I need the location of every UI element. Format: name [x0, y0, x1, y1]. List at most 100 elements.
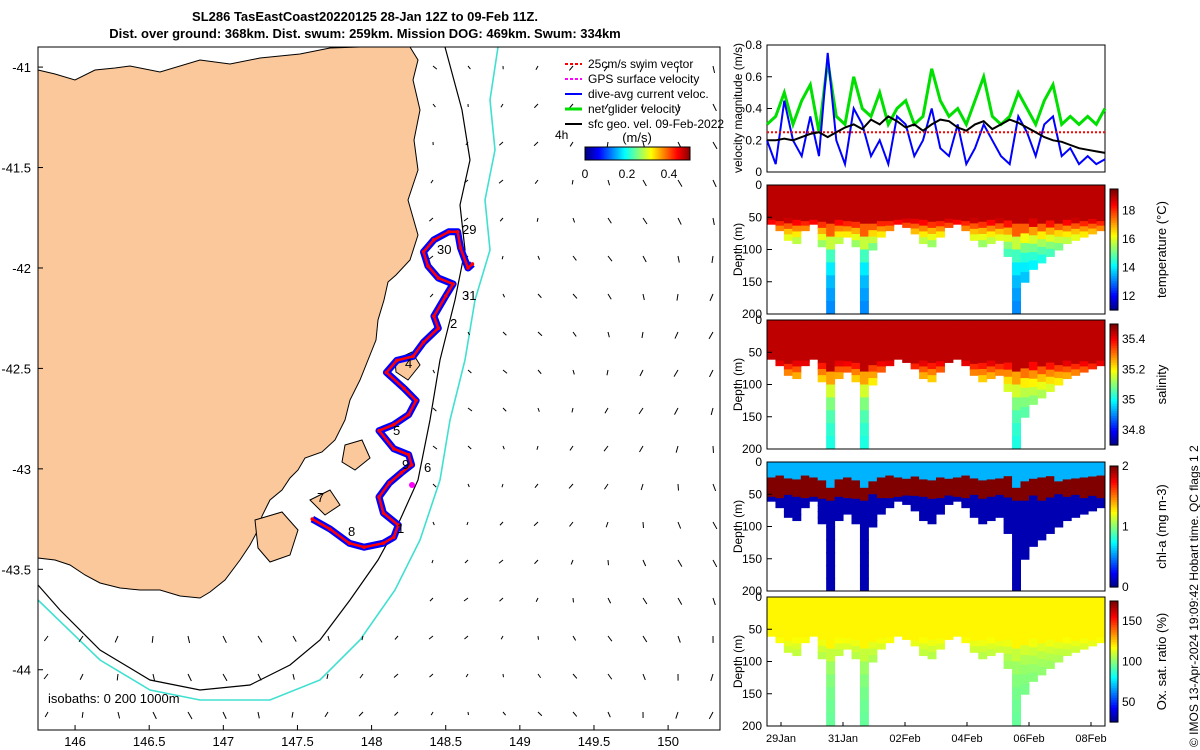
section-cell — [1096, 471, 1106, 477]
section-cell — [936, 643, 945, 650]
section-colorbar-cell — [1110, 254, 1118, 258]
velocity-arrow — [292, 673, 295, 680]
section-cell — [919, 372, 929, 380]
section-cell — [910, 353, 920, 360]
section-cell — [1037, 320, 1047, 329]
section-cell — [859, 371, 869, 386]
section-cell — [792, 225, 802, 233]
section-cell — [792, 649, 802, 657]
section-cell — [1037, 531, 1047, 541]
section-cell — [1079, 617, 1089, 624]
section-colorbar-cell — [1110, 343, 1118, 347]
section-cell — [868, 616, 878, 624]
section-colorbar-cell — [1110, 261, 1118, 265]
section-cell — [936, 366, 945, 373]
section-cell — [902, 495, 912, 501]
section-cell — [944, 499, 954, 505]
section-cell — [927, 375, 937, 383]
section-cell — [800, 475, 810, 482]
section-cell — [1037, 208, 1047, 217]
section-cell — [868, 352, 878, 360]
section-cell — [893, 465, 903, 471]
section-cell — [775, 606, 785, 612]
section-cell — [809, 473, 819, 479]
section-cell — [1088, 320, 1098, 326]
velocity-arrow — [500, 103, 504, 108]
section-cell — [961, 475, 971, 482]
section-cell — [792, 626, 802, 633]
section-cell — [1037, 485, 1047, 494]
section-cell — [927, 517, 937, 525]
colorbar-cell — [626, 147, 628, 160]
colorbar-cell — [633, 147, 635, 160]
section-cell — [936, 482, 945, 489]
map-y-tick-label: -42.5 — [1, 361, 31, 376]
section-cell — [919, 196, 929, 204]
section-cell — [1079, 492, 1089, 500]
section-cell — [775, 203, 785, 209]
velocity-arrow — [116, 673, 119, 681]
section-cell — [826, 358, 836, 373]
section-cell — [910, 209, 920, 216]
section-cell — [986, 372, 996, 380]
section-cell — [1054, 243, 1064, 251]
section-cell — [783, 478, 793, 485]
section-colorbar-tick-label: 18 — [1122, 203, 1136, 217]
section-cell — [767, 492, 776, 498]
section-cell — [1028, 537, 1038, 547]
section-cell — [919, 602, 929, 610]
velocity-arrow — [464, 559, 469, 564]
colorbar-cell — [665, 147, 667, 160]
velocity-arrow — [43, 635, 49, 642]
section-cell — [902, 214, 912, 220]
section-cell — [1096, 207, 1106, 214]
section-cell — [952, 469, 962, 475]
section-cell — [978, 627, 988, 635]
section-cell — [1037, 343, 1047, 352]
section-cell — [969, 341, 979, 349]
section-cell — [1012, 565, 1021, 580]
section-cell — [944, 210, 954, 216]
section-cell — [876, 612, 886, 619]
section-cell — [1096, 601, 1106, 608]
section-cell — [995, 494, 1005, 502]
velocity-arrow — [676, 293, 679, 301]
section-cell — [995, 483, 1005, 491]
section-cell — [961, 360, 971, 367]
section-cell — [1045, 469, 1055, 478]
section-cell — [995, 602, 1005, 609]
section-cell — [986, 225, 996, 233]
section-cell — [1088, 344, 1098, 351]
section-cell — [1045, 334, 1055, 343]
section-cell — [927, 197, 937, 205]
section-cell — [978, 369, 988, 377]
section-cell — [885, 619, 895, 626]
section-colorbar-cell — [1110, 415, 1118, 419]
section-cell — [1045, 348, 1055, 357]
section-cell — [885, 338, 895, 344]
section-cell — [1071, 234, 1081, 241]
section-cell — [817, 209, 827, 217]
section-cell — [978, 504, 988, 513]
section-cell — [826, 661, 836, 676]
colorbar-cell — [647, 147, 649, 160]
velocity-arrow — [499, 597, 504, 602]
section-cell — [868, 230, 878, 238]
section-colorbar-cell — [1110, 408, 1118, 412]
velocity-arrow — [641, 331, 644, 339]
depth-tick-label: 200 — [742, 719, 762, 733]
velocity-arrow — [607, 179, 611, 186]
velocity-arrow — [675, 445, 679, 453]
section-cell — [952, 477, 962, 483]
track-point — [310, 517, 315, 521]
section-cell — [1071, 336, 1081, 343]
section-colorbar-cell — [1110, 234, 1118, 238]
section-cell — [893, 354, 903, 360]
section-cell — [995, 234, 1005, 241]
section-cell — [1012, 210, 1021, 225]
section-cell — [767, 462, 776, 467]
section-cell — [1028, 193, 1038, 203]
section-colorbar-cell — [1110, 492, 1118, 496]
section-colorbar-cell — [1110, 423, 1118, 427]
section-cell — [1045, 504, 1055, 513]
